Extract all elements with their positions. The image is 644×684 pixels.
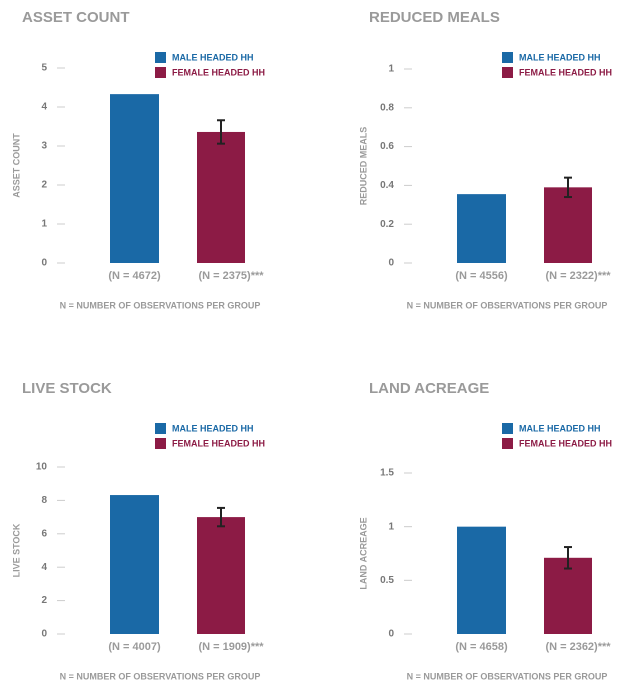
y-tick-label: 0.4 bbox=[380, 180, 394, 191]
x-tick-label: (N = 2375)*** bbox=[198, 270, 264, 282]
note: N = NUMBER OF OBSERVATIONS PER GROUP bbox=[60, 671, 261, 681]
note: N = NUMBER OF OBSERVATIONS PER GROUP bbox=[60, 300, 261, 310]
legend-label: MALE HEADED HH bbox=[519, 423, 601, 433]
y-axis-label: REDUCED MEALS bbox=[358, 127, 368, 206]
chart-title: REDUCED MEALS bbox=[369, 9, 500, 26]
error-bar bbox=[217, 506, 225, 528]
bar bbox=[197, 131, 245, 263]
y-tick-label: 8 bbox=[41, 495, 47, 506]
y-tick-label: 4 bbox=[41, 102, 47, 113]
y-tick-label: 0 bbox=[41, 629, 47, 640]
bar bbox=[110, 495, 159, 634]
y-tick-label: 1 bbox=[41, 219, 47, 230]
legend-label: MALE HEADED HH bbox=[519, 52, 601, 62]
y-tick-label: 0.5 bbox=[380, 575, 394, 586]
x-tick-label: (N = 1909)*** bbox=[198, 641, 264, 653]
x-tick-label: (N = 4658) bbox=[455, 641, 508, 653]
chart-title: LAND ACREAGE bbox=[369, 380, 489, 397]
bar bbox=[197, 517, 245, 634]
bar bbox=[457, 526, 506, 634]
y-tick-label: 5 bbox=[41, 63, 47, 74]
legend-swatch bbox=[502, 423, 513, 434]
chart-title: ASSET COUNT bbox=[22, 9, 130, 26]
bar bbox=[544, 187, 592, 263]
x-tick-label: (N = 2322)*** bbox=[545, 270, 611, 282]
bar bbox=[457, 194, 506, 263]
y-tick-label: 2 bbox=[41, 595, 47, 606]
note: N = NUMBER OF OBSERVATIONS PER GROUP bbox=[407, 300, 608, 310]
y-tick-label: 1.5 bbox=[380, 468, 394, 479]
y-axis-label: ASSET COUNT bbox=[11, 133, 21, 198]
y-axis-label: LIVE STOCK bbox=[11, 523, 21, 577]
legend-swatch bbox=[155, 423, 166, 434]
legend-label: FEMALE HEADED HH bbox=[519, 67, 612, 77]
y-tick-label: 0 bbox=[388, 629, 394, 640]
legend-swatch bbox=[502, 52, 513, 63]
chart-title: LIVE STOCK bbox=[22, 380, 112, 397]
bar bbox=[110, 94, 159, 263]
y-tick-label: 0 bbox=[41, 258, 47, 269]
y-tick-label: 6 bbox=[41, 528, 47, 539]
x-tick-label: (N = 2362)*** bbox=[545, 641, 611, 653]
chart-panel: ASSET COUNT ASSET COUNT 0 1 2 3 4 5 MALE HEADED … bbox=[11, 9, 265, 310]
y-tick-label: 2 bbox=[41, 180, 47, 191]
legend-label: MALE HEADED HH bbox=[172, 423, 254, 433]
error-bar bbox=[217, 119, 225, 145]
error-bar bbox=[564, 546, 572, 570]
legend-label: MALE HEADED HH bbox=[172, 52, 254, 62]
y-tick-label: 1 bbox=[388, 64, 394, 75]
x-tick-label: (N = 4007) bbox=[108, 641, 161, 653]
y-tick-label: 0.8 bbox=[380, 102, 394, 113]
y-tick-label: 3 bbox=[41, 141, 47, 152]
legend-label: FEMALE HEADED HH bbox=[172, 67, 265, 77]
x-tick-label: (N = 4672) bbox=[108, 270, 161, 282]
chart-panel: LIVE STOCK LIVE STOCK 0 2 4 6 8 10 MALE HEADED H… bbox=[11, 380, 265, 681]
y-tick-label: 1 bbox=[388, 521, 394, 532]
chart-panel: REDUCED MEALS REDUCED MEALS 0 0.2 0.4 0.6 0.8 1… bbox=[358, 9, 612, 310]
legend-swatch bbox=[502, 438, 513, 449]
chart-panel: LAND ACREAGE LAND ACREAGE 0 0.5 1 1.5 MALE HEA… bbox=[358, 380, 612, 681]
legend-swatch bbox=[502, 67, 513, 78]
note: N = NUMBER OF OBSERVATIONS PER GROUP bbox=[407, 671, 608, 681]
legend-swatch bbox=[155, 438, 166, 449]
error-bar bbox=[564, 176, 572, 199]
x-tick-label: (N = 4556) bbox=[455, 270, 508, 282]
y-tick-label: 0.6 bbox=[380, 141, 394, 152]
bar bbox=[544, 557, 592, 634]
legend-swatch bbox=[155, 67, 166, 78]
y-tick-label: 10 bbox=[36, 462, 48, 473]
legend-swatch bbox=[155, 52, 166, 63]
legend-label: FEMALE HEADED HH bbox=[172, 438, 265, 448]
y-tick-label: 0.2 bbox=[380, 219, 394, 230]
y-tick-label: 0 bbox=[388, 258, 394, 269]
legend-label: FEMALE HEADED HH bbox=[519, 438, 612, 448]
y-tick-label: 4 bbox=[41, 562, 47, 573]
y-axis-label: LAND ACREAGE bbox=[358, 517, 368, 589]
